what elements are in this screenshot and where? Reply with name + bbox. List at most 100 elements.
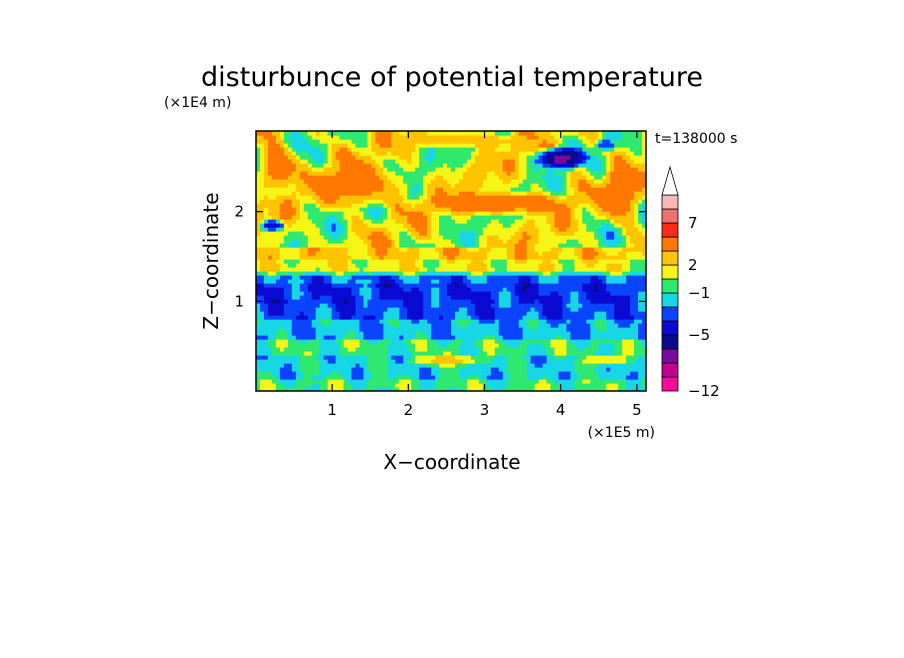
contour-cell bbox=[407, 255, 412, 260]
contour-cell bbox=[494, 187, 500, 192]
contour-cell bbox=[514, 227, 520, 232]
contour-cell bbox=[291, 211, 297, 216]
contour-cell bbox=[319, 207, 325, 212]
contour-cell bbox=[534, 383, 540, 388]
contour-cell bbox=[594, 291, 599, 296]
contour-cell bbox=[279, 371, 285, 376]
contour-cell bbox=[614, 199, 619, 204]
contour-cell bbox=[614, 219, 619, 224]
contour-cell bbox=[538, 215, 544, 220]
contour-cell bbox=[256, 271, 261, 276]
contour-cell bbox=[550, 251, 556, 256]
contour-cell bbox=[351, 283, 357, 288]
contour-cell bbox=[339, 311, 345, 316]
contour-cell bbox=[478, 287, 484, 292]
contour-cell bbox=[387, 243, 392, 248]
contour-cell bbox=[327, 319, 333, 324]
contour-cell bbox=[367, 283, 373, 288]
contour-cell bbox=[550, 311, 556, 316]
contour-cell bbox=[566, 379, 571, 384]
contour-cell bbox=[347, 307, 353, 312]
contour-cell bbox=[435, 247, 440, 252]
contour-cell bbox=[303, 199, 309, 204]
contour-cell bbox=[391, 355, 396, 360]
contour-cell bbox=[395, 295, 400, 300]
contour-cell bbox=[574, 227, 579, 232]
contour-cell bbox=[315, 203, 321, 208]
contour-cell bbox=[642, 303, 646, 308]
contour-cell bbox=[550, 191, 556, 196]
contour-cell bbox=[534, 251, 540, 256]
contour-cell bbox=[494, 267, 500, 272]
contour-cell bbox=[303, 383, 309, 388]
contour-cell bbox=[478, 207, 484, 212]
contour-cell bbox=[256, 355, 261, 360]
contour-cell bbox=[399, 311, 404, 316]
contour-cell bbox=[638, 271, 643, 276]
contour-cell bbox=[315, 215, 321, 220]
contour-cell bbox=[295, 375, 301, 380]
contour-cell bbox=[602, 247, 607, 252]
contour-cell bbox=[439, 267, 444, 272]
contour-cell bbox=[590, 343, 595, 348]
contour-cell bbox=[259, 339, 265, 344]
contour-cell bbox=[458, 255, 464, 260]
contour-cell bbox=[530, 267, 536, 272]
contour-cell bbox=[431, 363, 436, 368]
contour-cell bbox=[618, 247, 623, 252]
contour-cell bbox=[570, 323, 575, 328]
contour-cell bbox=[630, 207, 635, 212]
contour-cell bbox=[339, 287, 345, 292]
contour-cell bbox=[335, 335, 341, 340]
contour-cell bbox=[590, 359, 595, 364]
contour-cell bbox=[443, 299, 448, 304]
contour-cell bbox=[614, 255, 619, 260]
contour-cell bbox=[562, 375, 568, 380]
contour-cell bbox=[323, 235, 329, 240]
contour-cell bbox=[431, 343, 436, 348]
contour-cell bbox=[514, 219, 520, 224]
contour-cell bbox=[339, 295, 345, 300]
contour-cell bbox=[466, 319, 472, 324]
contour-cell bbox=[415, 351, 420, 356]
contour-cell bbox=[514, 371, 520, 376]
contour-cell bbox=[303, 259, 309, 264]
contour-cell bbox=[439, 215, 444, 220]
contour-cell bbox=[602, 335, 607, 340]
contour-cell bbox=[359, 335, 365, 340]
contour-cell bbox=[570, 219, 575, 224]
contour-cell bbox=[642, 343, 646, 348]
contour-cell bbox=[514, 191, 520, 196]
contour-cell bbox=[407, 375, 412, 380]
contour-cell bbox=[363, 259, 369, 264]
contour-cell bbox=[407, 335, 412, 340]
contour-cell bbox=[642, 383, 646, 388]
contour-cell bbox=[275, 191, 281, 196]
contour-cell bbox=[506, 263, 512, 268]
contour-cell bbox=[614, 351, 619, 356]
contour-cell bbox=[570, 251, 575, 256]
contour-cell bbox=[562, 203, 568, 208]
contour-cell bbox=[490, 303, 496, 308]
contour-cell bbox=[271, 387, 277, 391]
contour-cell bbox=[610, 375, 615, 380]
contour-cell bbox=[339, 367, 345, 372]
contour-cell bbox=[355, 187, 361, 192]
contour-cell bbox=[271, 263, 277, 268]
contour-cell bbox=[423, 187, 428, 192]
contour-cell bbox=[435, 279, 440, 284]
contour-cell bbox=[478, 199, 484, 204]
contour-cell bbox=[391, 319, 396, 324]
contour-cell bbox=[562, 223, 568, 228]
contour-cell bbox=[275, 319, 281, 324]
contour-cell bbox=[311, 379, 317, 384]
contour-cell bbox=[367, 347, 373, 352]
contour-cell bbox=[383, 231, 388, 236]
contour-cell bbox=[486, 203, 492, 208]
contour-cell bbox=[538, 383, 544, 388]
contour-cell bbox=[339, 239, 345, 244]
contour-cell bbox=[490, 219, 496, 224]
contour-cell bbox=[303, 203, 309, 208]
contour-cell bbox=[518, 359, 524, 364]
